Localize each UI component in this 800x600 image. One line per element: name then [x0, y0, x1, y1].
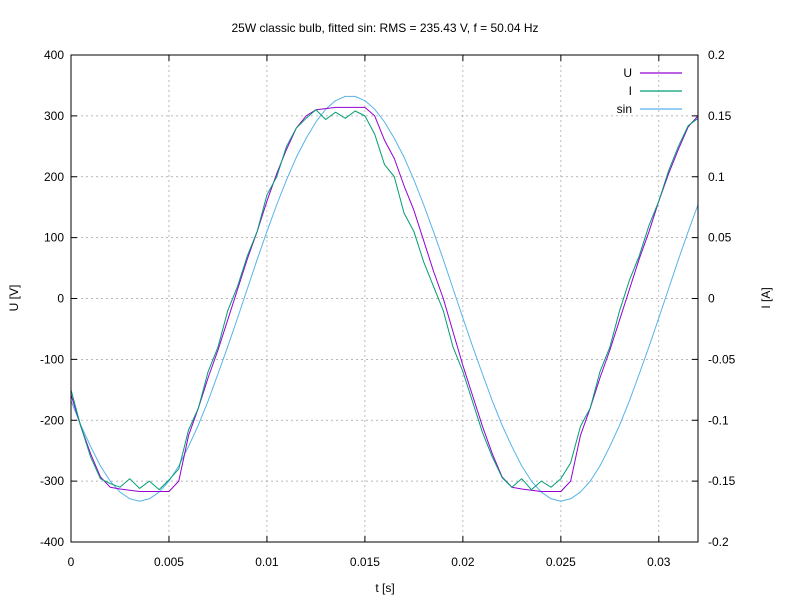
- y-left-tick-label: -200: [40, 413, 64, 427]
- ticks: 0 0.005 0.01 0.015 0.02 0.025 0.03 400 300 200 100…: [40, 48, 736, 569]
- series-layer: [70, 95, 699, 502]
- x-tick-label: 0.015: [350, 555, 380, 569]
- y-left-tick-label: 200: [44, 170, 64, 184]
- x-tick-label: 0.02: [451, 555, 475, 569]
- y-left-tick-label: 400: [44, 48, 64, 62]
- y-left-tick-label: 0: [57, 292, 64, 306]
- y-left-tick-label: -300: [40, 474, 64, 488]
- legend-label-i: I: [629, 84, 632, 98]
- y-right-tick-label: 0.05: [708, 231, 732, 245]
- x-tick-label: 0.005: [154, 555, 184, 569]
- chart-title: 25W classic bulb, fitted sin: RMS = 235.…: [231, 21, 538, 35]
- x-tick-label: 0.03: [647, 555, 671, 569]
- grid: [71, 55, 698, 542]
- y-left-tick-label: -100: [40, 352, 64, 366]
- x-axis-label: t [s]: [375, 581, 394, 595]
- legend-label-u: U: [623, 66, 632, 80]
- y-left-tick-label: 300: [44, 109, 64, 123]
- y-axis-left-label: U [V]: [7, 285, 21, 312]
- plot-border: [70, 54, 699, 543]
- y-left-tick-label: -400: [40, 535, 64, 549]
- y-right-tick-label: -0.05: [708, 352, 736, 366]
- series-line-u: [70, 106, 699, 492]
- legend-label-sin: sin: [617, 102, 632, 116]
- x-tick-label: 0.025: [546, 555, 576, 569]
- y-right-tick-label: 0: [708, 292, 715, 306]
- y-right-tick-label: -0.15: [708, 474, 736, 488]
- y-right-tick-label: -0.2: [708, 535, 729, 549]
- x-tick-label: 0.01: [255, 555, 279, 569]
- x-tick-label: 0: [68, 555, 75, 569]
- y-right-tick-label: 0.2: [708, 48, 725, 62]
- y-left-tick-label: 100: [44, 231, 64, 245]
- series-line-sin: [70, 95, 699, 502]
- y-right-tick-label: -0.1: [708, 413, 729, 427]
- y-right-tick-label: 0.1: [708, 170, 725, 184]
- y-right-tick-label: 0.15: [708, 109, 732, 123]
- series-line-i: [70, 109, 699, 491]
- y-axis-right-label: I [A]: [759, 287, 773, 308]
